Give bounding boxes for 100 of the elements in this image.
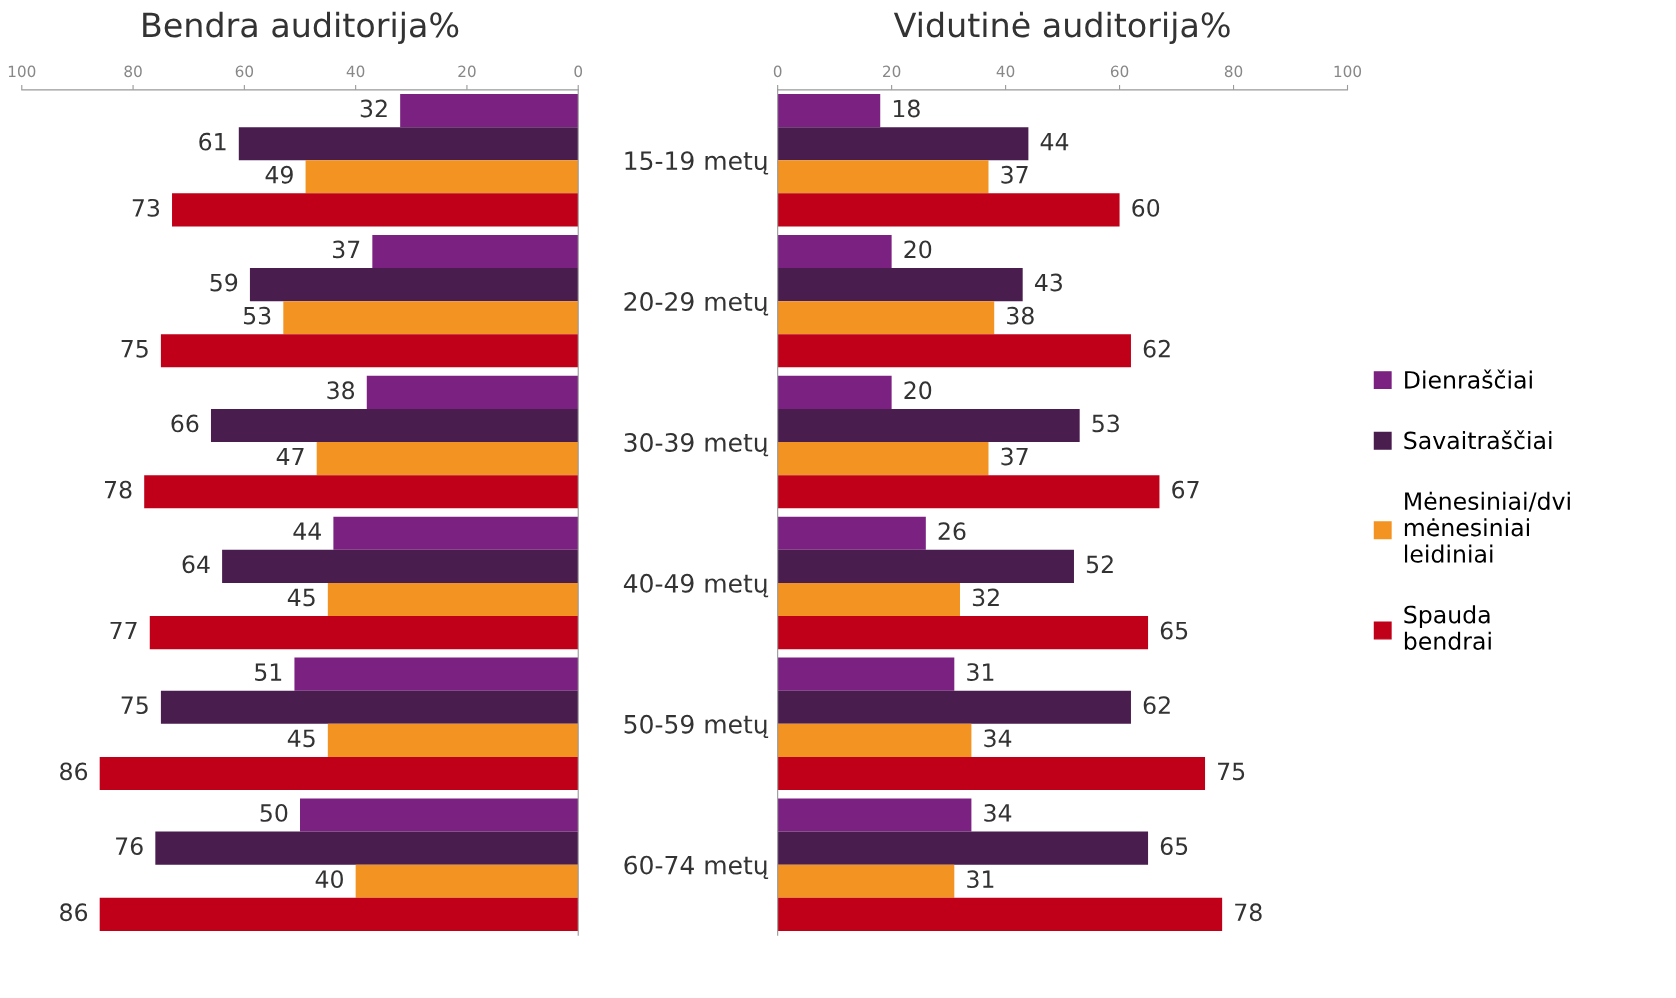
bar <box>777 268 1023 302</box>
bar <box>99 756 579 791</box>
bar <box>149 616 579 650</box>
data-label: 38 <box>1007 306 1034 325</box>
y-tick-label: 60-74 metų <box>624 855 769 879</box>
data-label: 31 <box>967 870 994 889</box>
bar <box>777 657 955 691</box>
data-label: 53 <box>1092 414 1119 433</box>
data-label: 20 <box>904 381 932 400</box>
data-label: 60 <box>1132 198 1160 217</box>
data-label: 59 <box>210 273 238 292</box>
data-label: 65 <box>1160 837 1188 855</box>
data-label: 18 <box>893 99 920 118</box>
x-tick-label: 0 <box>574 65 583 78</box>
chart-title: Vidutinė auditorija% <box>893 11 1230 44</box>
data-label: 45 <box>287 729 315 748</box>
data-label: 37 <box>1001 165 1028 184</box>
bar <box>777 549 1074 583</box>
data-label: 26 <box>938 522 966 541</box>
bar <box>777 94 881 128</box>
data-label: 47 <box>276 447 304 466</box>
data-label: 75 <box>1218 762 1245 781</box>
data-label: 38 <box>327 381 355 400</box>
data-label: 75 <box>121 340 148 358</box>
data-label: 53 <box>243 306 271 325</box>
bar <box>316 442 579 476</box>
bar <box>294 657 579 691</box>
data-label: 78 <box>1235 903 1262 922</box>
data-label: 32 <box>972 588 999 607</box>
data-label: 50 <box>260 804 288 822</box>
data-label: 77 <box>110 621 137 640</box>
bar <box>210 408 579 443</box>
bar <box>300 798 579 832</box>
bar <box>777 798 972 832</box>
bar <box>777 408 1080 443</box>
data-label: 44 <box>1040 133 1069 151</box>
bar <box>249 268 579 302</box>
bar <box>305 160 579 194</box>
bar <box>777 160 989 194</box>
bar <box>777 475 1160 509</box>
legend-label: Savaitraščiai <box>1404 430 1552 450</box>
bar <box>777 516 926 550</box>
bar <box>99 897 579 931</box>
bar <box>777 831 1149 865</box>
data-label: 31 <box>967 663 994 681</box>
data-label: 44 <box>293 522 321 540</box>
data-label: 76 <box>116 837 143 855</box>
x-tick-label: 40 <box>346 65 365 78</box>
data-label: 75 <box>121 696 148 715</box>
x-tick-label: 0 <box>773 65 782 78</box>
bar <box>355 864 579 898</box>
bar <box>366 375 579 409</box>
data-label: 37 <box>1001 447 1028 466</box>
bar <box>777 723 972 757</box>
data-label: 20 <box>904 240 932 259</box>
bar <box>777 375 892 409</box>
x-tick-label: 20 <box>883 65 901 78</box>
data-label: 66 <box>171 414 199 433</box>
bar <box>777 193 1120 227</box>
bar <box>372 234 579 269</box>
bar <box>777 301 995 335</box>
bar <box>777 756 1206 791</box>
x-tick-label: 100 <box>8 65 36 78</box>
bar <box>777 864 955 898</box>
y-tick-label: 20-29 metų <box>624 292 769 316</box>
legend-label: Mėnesiniai/dvi mėnesiniai leidiniai <box>1404 491 1570 563</box>
y-tick-label: 30-39 metų <box>624 432 769 457</box>
data-label: 40 <box>315 870 343 889</box>
bar <box>144 475 579 509</box>
bar <box>400 94 579 128</box>
bar <box>172 193 579 227</box>
x-tick-label: 60 <box>1110 65 1129 78</box>
data-label: 62 <box>1143 339 1170 358</box>
data-label: 37 <box>332 240 360 259</box>
bar <box>777 234 892 269</box>
y-tick-label: 40-49 metų <box>623 573 769 598</box>
data-label: 51 <box>255 663 282 681</box>
data-label: 65 <box>1160 621 1188 640</box>
data-label: 86 <box>60 762 88 781</box>
y-tick-label: 15-19 metų <box>625 151 769 175</box>
data-label: 61 <box>199 132 226 151</box>
y-tick-label: 50-59 metų <box>624 714 769 739</box>
data-label: 86 <box>60 903 88 922</box>
legend-label: Spauda bendrai <box>1404 605 1491 650</box>
data-label: 62 <box>1143 696 1170 715</box>
x-tick-label: 40 <box>996 65 1015 78</box>
bar <box>777 442 989 476</box>
data-label: 34 <box>984 804 1012 822</box>
bar <box>160 690 579 724</box>
x-tick-label: 100 <box>1334 65 1362 78</box>
data-label: 78 <box>104 480 132 499</box>
chart-title: Bendra auditorija% <box>143 11 459 44</box>
data-label: 52 <box>1086 555 1113 574</box>
data-label: 67 <box>1172 480 1199 499</box>
x-tick-label: 80 <box>1224 65 1243 78</box>
bar <box>327 723 579 757</box>
x-tick-label: 80 <box>124 65 142 78</box>
legend-label: Dienraščiai <box>1405 369 1532 389</box>
bar <box>777 127 1029 161</box>
data-label: 73 <box>132 198 160 217</box>
